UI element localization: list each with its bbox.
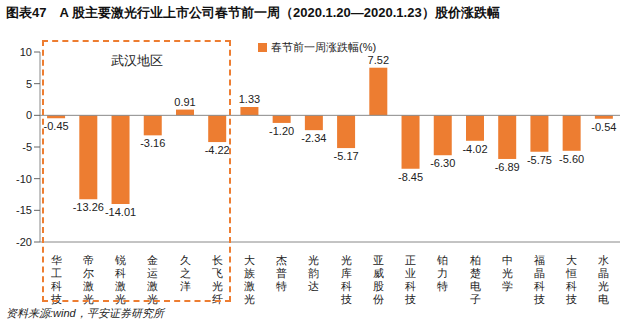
- svg-text:-1.20: -1.20: [269, 125, 294, 137]
- svg-text:-8.45: -8.45: [398, 171, 423, 183]
- svg-text:-20: -20: [16, 236, 32, 248]
- html-text:图表47 A 股主要激光行业上市公司春节前一周（2020.1: 图表47 A 股主要激光行业上市公司春节前一周（2020.1.20—2020.1…: [6, 5, 500, 20]
- html-text:武汉地区: 武汉地区: [110, 53, 163, 68]
- svg-text:大恒科技: 大恒科技: [565, 254, 577, 305]
- svg-text:光库科技: 光库科技: [340, 254, 352, 305]
- svg-text:福晶科技: 福晶科技: [533, 254, 545, 305]
- svg-text:杰普特: 杰普特: [276, 254, 287, 292]
- svg-text:柏楚电子: 柏楚电子: [469, 254, 481, 305]
- svg-text:华工科技: 华工科技: [50, 254, 62, 305]
- svg-text:5: 5: [26, 78, 32, 90]
- svg-text:帝尔激光: 帝尔激光: [83, 254, 94, 305]
- svg-text:-13.26: -13.26: [73, 201, 104, 213]
- html-text:资料来源:wind，平安证券研究所: 资料来源:wind，平安证券研究所: [6, 307, 164, 319]
- svg-text:-10: -10: [16, 173, 32, 185]
- svg-text:中光学: 中光学: [502, 254, 513, 292]
- svg-text:-6.89: -6.89: [495, 161, 520, 173]
- svg-text:大族激光: 大族激光: [244, 254, 255, 305]
- svg-text:-2.34: -2.34: [301, 132, 326, 144]
- svg-text:0.91: 0.91: [174, 96, 195, 108]
- svg-text:-4.02: -4.02: [462, 143, 487, 155]
- svg-text:光韵达: 光韵达: [308, 254, 319, 292]
- svg-text:铂力特: 铂力特: [436, 254, 448, 292]
- svg-text:-15: -15: [16, 204, 32, 216]
- svg-text:-5: -5: [22, 141, 32, 153]
- svg-text:0: 0: [26, 109, 32, 121]
- svg-text:久之洋: 久之洋: [180, 254, 191, 292]
- svg-text:-3.16: -3.16: [140, 137, 165, 149]
- svg-text:7.52: 7.52: [368, 54, 389, 66]
- svg-text:-0.45: -0.45: [44, 120, 69, 132]
- svg-text:-6.30: -6.30: [430, 157, 455, 169]
- svg-text:锐科激光: 锐科激光: [114, 254, 126, 305]
- svg-text:-5.75: -5.75: [527, 154, 552, 166]
- svg-text:-5.17: -5.17: [334, 150, 359, 162]
- svg-text:10: 10: [20, 46, 32, 58]
- svg-text:水晶光电: 水晶光电: [598, 254, 609, 305]
- svg-text:金运激光: 金运激光: [147, 254, 158, 305]
- svg-text:正业科技: 正业科技: [404, 254, 416, 305]
- html-text:春节前一周涨跌幅(%): 春节前一周涨跌幅(%): [271, 41, 377, 53]
- svg-text:1.33: 1.33: [239, 93, 260, 105]
- svg-text:-0.54: -0.54: [591, 121, 616, 133]
- svg-text:-14.01: -14.01: [105, 206, 136, 218]
- svg-text:-4.22: -4.22: [205, 144, 230, 156]
- svg-text:-5.60: -5.60: [559, 153, 584, 165]
- svg-text:长飞光纤: 长飞光纤: [212, 254, 223, 305]
- svg-text:亚威股份: 亚威股份: [373, 254, 384, 305]
